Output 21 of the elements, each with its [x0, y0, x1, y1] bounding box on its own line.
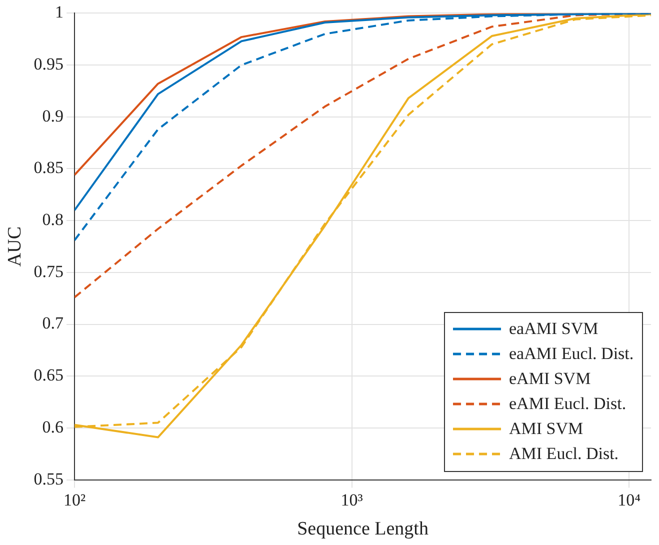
- y-tick-label: 0.8: [42, 210, 64, 230]
- x-axis-title: Sequence Length: [297, 518, 429, 540]
- x-tick-label: 10²: [63, 490, 86, 510]
- x-tick-label: 10³: [340, 490, 363, 510]
- y-tick-label: 0.85: [34, 158, 64, 178]
- legend-label: eaAMI SVM: [509, 319, 598, 340]
- y-tick-label: 0.95: [34, 54, 64, 74]
- y-tick-label: 0.75: [34, 262, 64, 281]
- y-axis-title: AUC: [4, 226, 26, 267]
- legend-label: eaAMI Eucl. Dist.: [509, 344, 634, 364]
- legend-label: eAMI SVM: [509, 369, 591, 390]
- x-tick-label: 10⁴: [618, 490, 641, 510]
- legend-label: eAMI Eucl. Dist.: [509, 394, 626, 414]
- y-tick-label: 0.7: [42, 314, 64, 333]
- legend-label: AMI SVM: [509, 419, 584, 440]
- y-tick-label: 0.6: [42, 417, 64, 436]
- y-tick-label: 0.9: [42, 106, 64, 126]
- y-tick-label: 0.65: [34, 366, 64, 385]
- y-tick-label: 0.55: [34, 469, 64, 488]
- y-tick-label: 1: [55, 2, 64, 22]
- legend-label: AMI Eucl. Dist.: [509, 444, 619, 464]
